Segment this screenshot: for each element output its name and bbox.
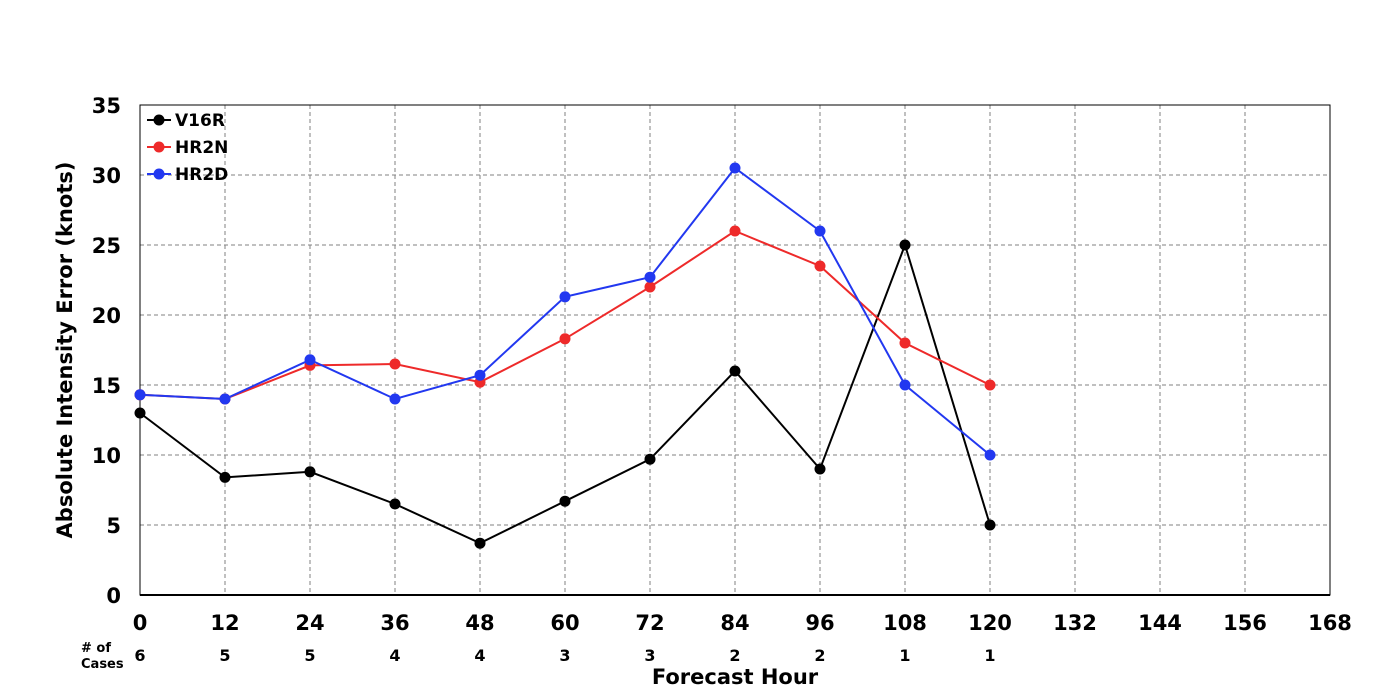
x-tick-label: 12 — [210, 611, 239, 635]
y-tick-label: 35 — [92, 94, 121, 118]
case-count: 6 — [134, 646, 145, 665]
case-count: 1 — [899, 646, 910, 665]
cases-row: # of Cases 6 5 5 4 4 3 3 2 2 1 1 — [81, 641, 996, 672]
legend-label: V16R — [175, 111, 225, 131]
x-tick-label: 0 — [133, 611, 148, 635]
data-point-hr2d — [474, 369, 486, 381]
y-axis-title: Absolute Intensity Error (knots) — [53, 162, 77, 539]
x-tick-label: 132 — [1053, 611, 1097, 635]
tick-labels: 0 12 24 36 48 60 72 84 96 108 120 132 144 156 168 0 5 10 1… — [92, 94, 1352, 635]
data-point-v16r — [644, 453, 656, 465]
x-tick-label: 96 — [805, 611, 834, 635]
series-layer — [134, 162, 996, 549]
x-tick-label: 72 — [635, 611, 664, 635]
data-point-hr2d — [899, 379, 911, 391]
x-tick-label: 24 — [295, 611, 324, 635]
legend-swatch-marker — [153, 141, 165, 153]
x-axis-title: Forecast Hour — [652, 665, 819, 689]
case-count: 3 — [644, 646, 655, 665]
x-tick-label: 60 — [550, 611, 579, 635]
data-point-hr2n — [389, 358, 401, 370]
y-tick-label: 30 — [92, 164, 121, 188]
x-tick-label: 156 — [1223, 611, 1267, 635]
case-count: 5 — [219, 646, 230, 665]
legend-swatch-marker — [153, 114, 165, 126]
data-point-hr2d — [984, 449, 996, 461]
data-point-hr2n — [729, 225, 741, 237]
data-point-v16r — [389, 498, 401, 510]
case-count: 4 — [474, 646, 485, 665]
y-tick-label: 0 — [106, 584, 121, 608]
cases-label-line1: # of — [81, 641, 111, 656]
case-count: 1 — [984, 646, 995, 665]
data-point-hr2n — [814, 260, 826, 272]
x-tick-label: 36 — [380, 611, 409, 635]
data-point-hr2n — [984, 379, 996, 391]
legend: V16R HR2N HR2D — [147, 111, 228, 185]
data-point-v16r — [899, 239, 911, 251]
y-tick-label: 20 — [92, 304, 121, 328]
data-point-hr2d — [814, 225, 826, 237]
case-count: 5 — [304, 646, 315, 665]
data-point-v16r — [559, 495, 571, 507]
y-tick-label: 15 — [92, 374, 121, 398]
x-tick-label: 120 — [968, 611, 1012, 635]
x-tick-label: 48 — [465, 611, 494, 635]
data-point-v16r — [304, 466, 316, 478]
data-point-hr2n — [559, 333, 571, 345]
grid-lines — [140, 105, 1330, 595]
legend-swatch-marker — [153, 168, 165, 180]
case-count: 2 — [729, 646, 740, 665]
case-count: 3 — [559, 646, 570, 665]
data-point-v16r — [984, 519, 996, 531]
data-point-hr2d — [559, 291, 571, 303]
data-point-hr2n — [899, 337, 911, 349]
y-tick-label: 25 — [92, 234, 121, 258]
legend-label: HR2D — [175, 165, 228, 185]
y-tick-label: 10 — [92, 444, 121, 468]
data-point-v16r — [134, 407, 146, 419]
cases-label-line2: Cases — [81, 657, 124, 672]
case-count: 4 — [389, 646, 400, 665]
data-point-hr2d — [644, 271, 656, 283]
data-point-v16r — [219, 471, 231, 483]
data-point-v16r — [474, 537, 486, 549]
x-tick-label: 144 — [1138, 611, 1182, 635]
legend-label: HR2N — [175, 138, 228, 158]
data-point-hr2n — [644, 281, 656, 293]
x-tick-label: 84 — [720, 611, 749, 635]
data-point-hr2d — [219, 393, 231, 405]
data-point-hr2d — [389, 393, 401, 405]
y-tick-label: 5 — [106, 514, 121, 538]
case-count: 2 — [814, 646, 825, 665]
data-point-v16r — [814, 463, 826, 475]
x-tick-label: 108 — [883, 611, 927, 635]
x-tick-label: 168 — [1308, 611, 1352, 635]
data-point-v16r — [729, 365, 741, 377]
data-point-hr2d — [729, 162, 741, 174]
data-point-hr2d — [134, 389, 146, 401]
data-point-hr2d — [304, 354, 316, 366]
